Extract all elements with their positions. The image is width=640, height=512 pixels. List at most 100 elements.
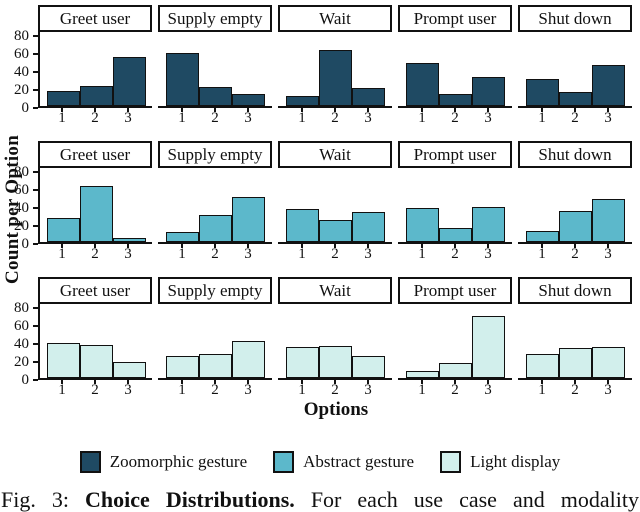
x-tick: 2 <box>79 108 112 126</box>
x-tick-label: 3 <box>484 382 492 398</box>
x-axis-ticks: 1 2 3 <box>158 380 272 398</box>
x-tick-mark <box>334 108 336 112</box>
facet-title: Wait <box>278 141 392 168</box>
x-tick-label: 3 <box>124 382 132 398</box>
x-tick: 3 <box>352 108 385 126</box>
x-tick-label: 3 <box>604 246 612 262</box>
bar-option-2 <box>318 49 352 106</box>
y-axis: 0 20 40 60 80 <box>0 141 38 261</box>
x-tick-mark <box>214 108 216 112</box>
bar-option-3 <box>231 94 265 106</box>
x-tick: 2 <box>439 244 472 262</box>
x-tick-label: 1 <box>538 382 546 398</box>
caption-prefix: Fig. 3: <box>1 487 86 512</box>
x-tick-mark <box>574 108 576 112</box>
x-tick-mark <box>181 380 183 384</box>
x-tick-label: 3 <box>124 246 132 262</box>
bar-option-2 <box>558 348 592 378</box>
x-tick-mark <box>541 380 543 384</box>
x-tick: 3 <box>592 380 625 398</box>
x-tick-mark <box>61 244 63 248</box>
x-tick-label: 2 <box>451 382 459 398</box>
bar-option-3 <box>112 238 146 242</box>
legend-swatch <box>79 451 101 473</box>
legend-swatch <box>440 451 462 473</box>
bar-option-3 <box>471 206 505 242</box>
x-tick-label: 3 <box>244 110 252 126</box>
x-tick-mark <box>454 380 456 384</box>
bar-option-2 <box>558 92 592 106</box>
facet-row-3: 0 20 40 60 80 Greet user 1 2 3 Supply empty 1 2 3 Wai… <box>0 277 638 398</box>
bar-option-2 <box>198 353 232 378</box>
x-tick-mark <box>127 380 129 384</box>
x-tick: 3 <box>472 108 505 126</box>
x-tick-mark <box>367 380 369 384</box>
legend-label: Abstract gesture <box>303 452 415 471</box>
x-tick: 3 <box>232 108 265 126</box>
x-tick: 3 <box>232 380 265 398</box>
y-tick-label: 20 <box>14 353 29 370</box>
x-axis-ticks: 1 2 3 <box>398 244 512 262</box>
bar-option-1 <box>285 96 319 106</box>
x-tick-label: 2 <box>211 110 219 126</box>
facet-panel: Greet user 1 2 3 <box>38 141 152 262</box>
facet-panel: Greet user 1 2 3 <box>38 277 152 398</box>
x-axis-ticks: 1 2 3 <box>158 244 272 262</box>
x-tick: 2 <box>79 244 112 262</box>
x-tick-mark <box>247 380 249 384</box>
x-tick-mark <box>607 380 609 384</box>
x-axis-ticks: 1 2 3 <box>38 108 152 126</box>
facet-panel: Supply empty 1 2 3 <box>158 277 272 398</box>
x-tick: 1 <box>286 380 319 398</box>
x-tick-mark <box>181 108 183 112</box>
facet-panel: Prompt user 1 2 3 <box>398 141 512 262</box>
x-tick-label: 1 <box>58 110 66 126</box>
bar-option-1 <box>405 370 439 378</box>
bar-option-3 <box>351 87 385 106</box>
x-tick: 1 <box>526 244 559 262</box>
chart-panel <box>518 304 632 380</box>
figure-caption: Fig. 3: Choice Distributions. For each u… <box>1 487 639 512</box>
x-tick: 2 <box>79 380 112 398</box>
legend-label: Light display <box>470 452 561 471</box>
x-tick: 1 <box>406 108 439 126</box>
y-tick-mark <box>33 360 38 363</box>
x-tick: 1 <box>46 244 79 262</box>
x-tick-label: 1 <box>58 382 66 398</box>
bar-option-2 <box>79 185 113 242</box>
y-tick-label: 0 <box>21 372 30 388</box>
x-tick-mark <box>607 244 609 248</box>
x-tick: 3 <box>472 380 505 398</box>
x-tick: 3 <box>352 380 385 398</box>
bar-option-2 <box>79 86 113 106</box>
bar-option-1 <box>405 207 439 242</box>
y-tick-mark <box>33 107 38 109</box>
x-tick-mark <box>247 244 249 248</box>
bar-option-3 <box>351 356 385 378</box>
x-tick-label: 2 <box>571 110 579 126</box>
facet-title: Supply empty <box>158 5 272 32</box>
x-tick-mark <box>214 380 216 384</box>
x-tick-label: 2 <box>211 382 219 398</box>
facet-title: Supply empty <box>158 141 272 168</box>
x-tick-label: 1 <box>178 382 186 398</box>
facet-title: Prompt user <box>398 141 512 168</box>
bar-option-3 <box>591 347 625 378</box>
y-tick-mark <box>33 243 38 245</box>
facet-panel: Wait 1 2 3 <box>278 5 392 126</box>
x-axis-ticks: 1 2 3 <box>278 108 392 126</box>
chart-panel <box>398 304 512 380</box>
x-tick: 2 <box>199 108 232 126</box>
x-axis-ticks: 1 2 3 <box>518 108 632 126</box>
facet-panel: Greet user 1 2 3 <box>38 5 152 126</box>
facet-panel: Shut down 1 2 3 <box>518 141 632 262</box>
x-tick: 1 <box>406 244 439 262</box>
bar-option-3 <box>231 340 265 378</box>
x-tick-label: 3 <box>604 382 612 398</box>
bar-option-2 <box>438 362 472 378</box>
x-tick-mark <box>454 244 456 248</box>
y-tick-label: 20 <box>14 217 29 234</box>
x-tick-label: 3 <box>244 382 252 398</box>
x-tick-label: 1 <box>418 110 426 126</box>
